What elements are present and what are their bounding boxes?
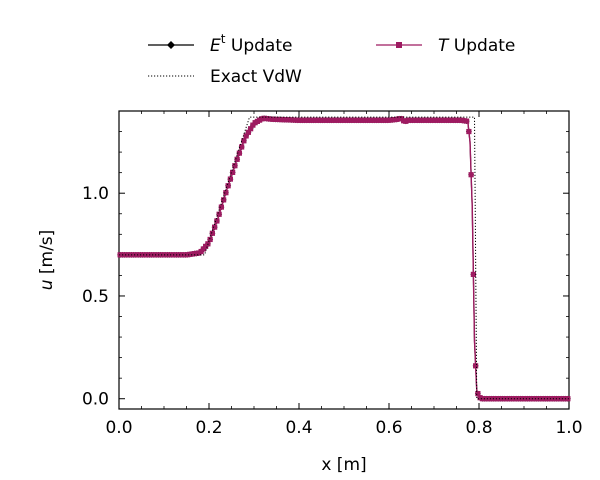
legend-marker-t bbox=[396, 42, 402, 48]
legend-label-t: T Update bbox=[438, 36, 515, 56]
x-tick-label: 0.4 bbox=[285, 418, 312, 438]
legend-entry-t: T Update bbox=[376, 36, 515, 56]
marker-t bbox=[234, 156, 240, 162]
marker-t bbox=[245, 129, 251, 135]
marker-t bbox=[216, 211, 222, 217]
marker-t bbox=[464, 118, 470, 124]
marker-t bbox=[241, 138, 247, 144]
marker-t bbox=[475, 390, 481, 397]
marker-t bbox=[466, 128, 472, 135]
marker-t bbox=[207, 236, 213, 243]
marker-t bbox=[248, 126, 254, 132]
marker-t bbox=[473, 363, 479, 369]
marker-t bbox=[209, 230, 215, 236]
y-axis-title: u [m/s] bbox=[37, 230, 57, 291]
series-layer bbox=[117, 115, 571, 402]
y-tick-labels: 0.0 0.5 1.0 bbox=[82, 184, 109, 410]
marker-t bbox=[212, 224, 218, 230]
legend-label-et: Et Update bbox=[210, 32, 292, 56]
x-axis-title: x [m] bbox=[321, 455, 366, 475]
marker-t bbox=[225, 183, 231, 189]
x-tick-labels: 0.0 0.2 0.4 0.6 0.8 1.0 bbox=[105, 418, 582, 438]
x-tick-label: 0.0 bbox=[105, 418, 132, 438]
ticks bbox=[118, 111, 570, 409]
y-tick-label: 0.0 bbox=[82, 390, 109, 410]
x-tick-label: 0.8 bbox=[465, 418, 492, 438]
legend-label-exact: Exact VdW bbox=[210, 67, 302, 87]
marker-t bbox=[236, 150, 242, 156]
y-tick-label: 1.0 bbox=[82, 184, 109, 204]
legend: Et Update T Update Exact VdW bbox=[148, 32, 515, 87]
marker-t bbox=[221, 197, 227, 203]
marker-t bbox=[470, 271, 476, 277]
series-line-exact bbox=[119, 116, 569, 400]
series-line-t bbox=[119, 117, 569, 400]
marker-t bbox=[223, 190, 229, 196]
marker-t bbox=[230, 169, 236, 175]
x-tick-label: 0.6 bbox=[375, 418, 402, 438]
x-tick-label: 0.2 bbox=[195, 418, 222, 438]
marker-t bbox=[468, 172, 474, 178]
marker-t bbox=[214, 218, 220, 224]
marker-t bbox=[243, 133, 249, 139]
y-tick-label: 0.5 bbox=[82, 287, 109, 307]
legend-entry-et: Et Update bbox=[148, 32, 292, 56]
series-line-et bbox=[119, 117, 569, 400]
x-tick-label: 1.0 bbox=[555, 418, 582, 438]
marker-t bbox=[218, 204, 224, 210]
plot-frame bbox=[118, 110, 570, 410]
legend-marker-et bbox=[167, 41, 175, 49]
marker-t bbox=[239, 144, 245, 150]
marker-t bbox=[232, 163, 238, 169]
marker-t bbox=[227, 176, 233, 182]
legend-entry-exact: Exact VdW bbox=[148, 67, 302, 87]
